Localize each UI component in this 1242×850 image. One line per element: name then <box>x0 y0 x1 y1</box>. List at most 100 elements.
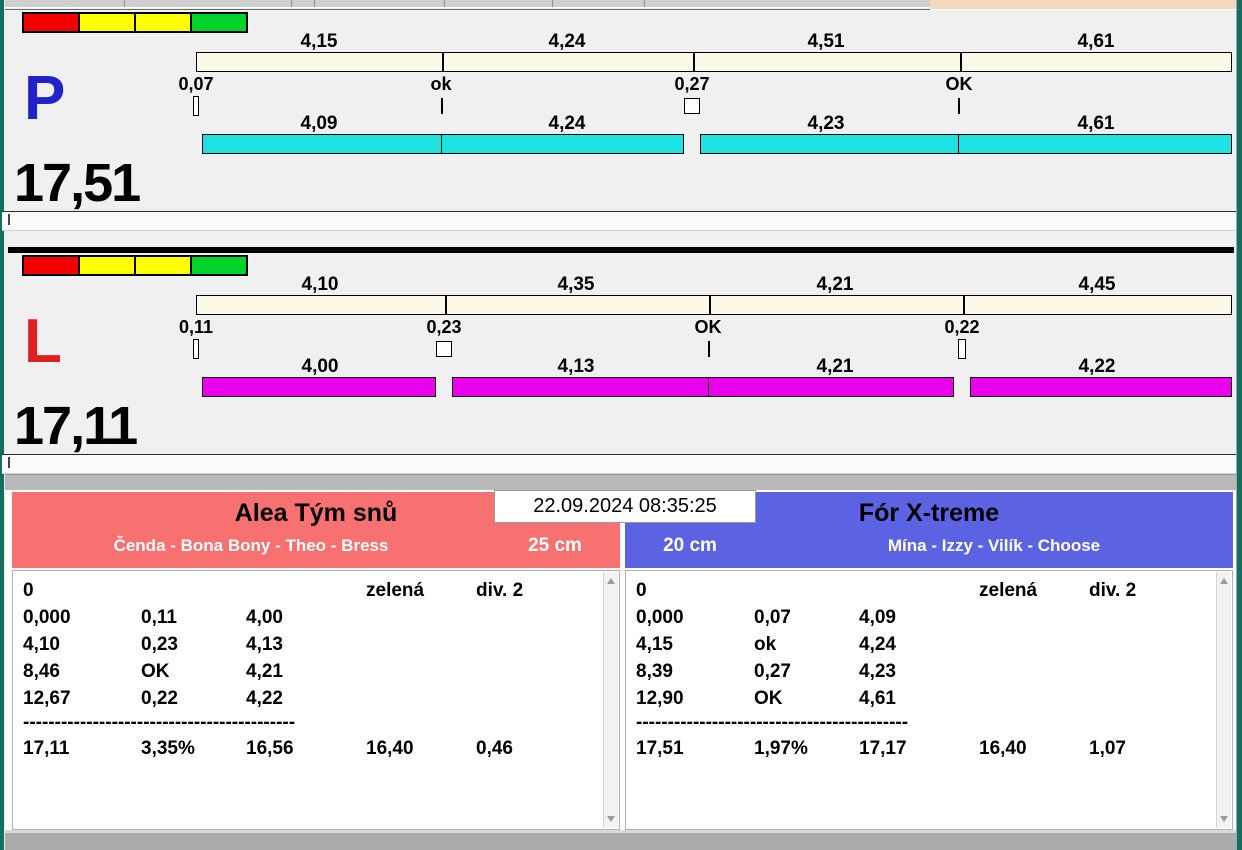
segment-time-label: 4,00 <box>301 356 339 377</box>
cell: 0 <box>636 579 647 601</box>
lane-separator <box>8 247 1234 253</box>
gate-label: 0,07 <box>178 74 214 94</box>
table-row: 8,39 0,27 4,23 <box>636 658 1212 685</box>
table-row: 12,67 0,22 4,22 <box>23 685 599 712</box>
segment-time-label: 4,13 <box>557 356 595 377</box>
lane-letter: P <box>24 64 66 133</box>
desktop-strip <box>930 0 1236 10</box>
scoreboard: Alea Tým snů Čenda - Bona Bony - Theo - … <box>5 490 1236 830</box>
bar-divider <box>963 296 965 314</box>
segment-bar <box>700 134 959 154</box>
window-bottom-bar <box>5 830 1236 850</box>
segment-bar <box>970 377 1232 397</box>
lane-total-time: 17,11 <box>14 396 138 456</box>
gate-marker-tick <box>441 98 443 114</box>
scrollbar[interactable] <box>603 572 618 828</box>
cell: 12,90 <box>636 687 684 709</box>
team-name: Alea Tým snů <box>234 499 398 527</box>
table-row: 4,10 0,23 4,13 <box>23 631 599 658</box>
cell: 4,21 <box>246 660 283 682</box>
cell: zelená <box>979 579 1038 601</box>
light-green <box>190 255 248 276</box>
gate-label: 0,23 <box>426 317 462 337</box>
hurdle-height-badge: 25 cm <box>528 535 582 556</box>
percent-cell: 3,35% <box>141 737 195 759</box>
split-time-label: 4,21 <box>816 274 854 295</box>
cell: 16,40 <box>366 737 414 759</box>
cell: ok <box>754 633 777 655</box>
window-top-border <box>5 9 930 10</box>
split-time-label: 4,45 <box>1078 274 1116 295</box>
cell: 8,39 <box>636 660 673 682</box>
cell: OK <box>141 660 170 682</box>
lane-status-strip <box>2 455 1236 474</box>
gate-label: ok <box>430 74 452 94</box>
toolbar-button[interactable] <box>315 0 445 7</box>
toolbar-dropdown-button[interactable] <box>292 0 315 7</box>
cell: 4,22 <box>246 687 283 709</box>
light-yellow-1 <box>78 255 136 276</box>
cell: div. 2 <box>1089 579 1137 601</box>
toolbar-button[interactable] <box>445 0 553 7</box>
scroll-down-icon[interactable] <box>1220 816 1228 822</box>
gate-label: 0,22 <box>944 317 980 337</box>
gate-marker-box <box>958 339 966 359</box>
cell: 4,23 <box>859 660 896 682</box>
cell: 0,11 <box>141 606 177 628</box>
results-table-left[interactable]: 0 zelená div. 2 0,000 0,11 4,00 4,10 0,2… <box>12 570 620 830</box>
team-name: Fór X-treme <box>858 499 1000 527</box>
dashed-separator: ----------------------------------------… <box>23 712 296 733</box>
cell: 4,09 <box>859 606 896 628</box>
segment-bar <box>708 377 954 397</box>
scroll-down-icon[interactable] <box>607 816 615 822</box>
gate-marker-box <box>193 339 199 359</box>
cell: 0,23 <box>141 633 178 655</box>
segment-bar <box>958 134 1232 154</box>
scroll-up-icon[interactable] <box>1220 578 1228 584</box>
cell: 0,46 <box>476 737 513 759</box>
toolbar-button[interactable] <box>645 0 930 7</box>
cell: 4,61 <box>859 687 896 709</box>
bar-divider <box>693 53 695 71</box>
gate-marker-box <box>193 96 199 116</box>
light-red <box>22 12 80 33</box>
segment-bar <box>202 134 442 154</box>
cell: 0,27 <box>754 660 791 682</box>
lane-total-time: 17,51 <box>14 153 141 213</box>
split-time-label: 4,61 <box>1077 31 1115 52</box>
gate-label: OK <box>945 74 973 94</box>
cell: 0,07 <box>754 606 791 628</box>
cell: 4,00 <box>246 606 283 628</box>
cell: 12,67 <box>23 687 71 709</box>
team-members: Mína - Izzy - Vilík - Choose <box>887 536 1101 555</box>
lane-L: 4,10 4,35 4,21 4,45 0,11 0,23 OK 0,22 4,… <box>0 253 1242 490</box>
toolbar-button[interactable] <box>125 0 292 7</box>
segment-time-label: 4,23 <box>807 113 845 134</box>
split-time-label: 4,35 <box>557 274 595 295</box>
cell: 0,000 <box>23 606 71 628</box>
window-edge-left <box>0 0 5 850</box>
cell: div. 2 <box>476 579 524 601</box>
lane-status-strip <box>2 212 1236 231</box>
cell: 16,40 <box>979 737 1027 759</box>
scroll-up-icon[interactable] <box>607 578 615 584</box>
toolbar-button[interactable] <box>553 0 645 7</box>
segment-bar <box>202 377 436 397</box>
split-bar <box>196 295 1232 315</box>
bar-divider <box>442 53 444 71</box>
percent-cell: 1,97% <box>754 737 808 759</box>
gate-marker-box <box>436 341 452 357</box>
cell: 4,24 <box>859 633 896 655</box>
lane-letter: L <box>24 307 62 376</box>
segment-time-label: 4,61 <box>1077 113 1115 134</box>
light-yellow-1 <box>78 12 136 33</box>
segment-time-label: 4,09 <box>300 113 338 134</box>
total-time-cell: 17,51 <box>636 737 684 759</box>
scrollbar[interactable] <box>1216 572 1231 828</box>
segment-time-label: 4,24 <box>548 113 586 134</box>
divider <box>2 454 1236 455</box>
toolbar-button[interactable] <box>5 0 125 7</box>
results-table-right[interactable]: 0 zelená div. 2 0,000 0,07 4,09 4,15 ok … <box>625 570 1233 830</box>
status-lights <box>22 12 248 33</box>
